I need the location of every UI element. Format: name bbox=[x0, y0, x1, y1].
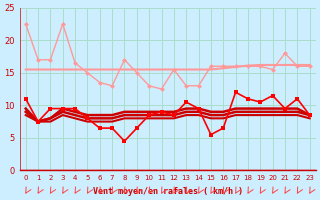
X-axis label: Vent moyen/en rafales ( km/h ): Vent moyen/en rafales ( km/h ) bbox=[93, 187, 243, 196]
